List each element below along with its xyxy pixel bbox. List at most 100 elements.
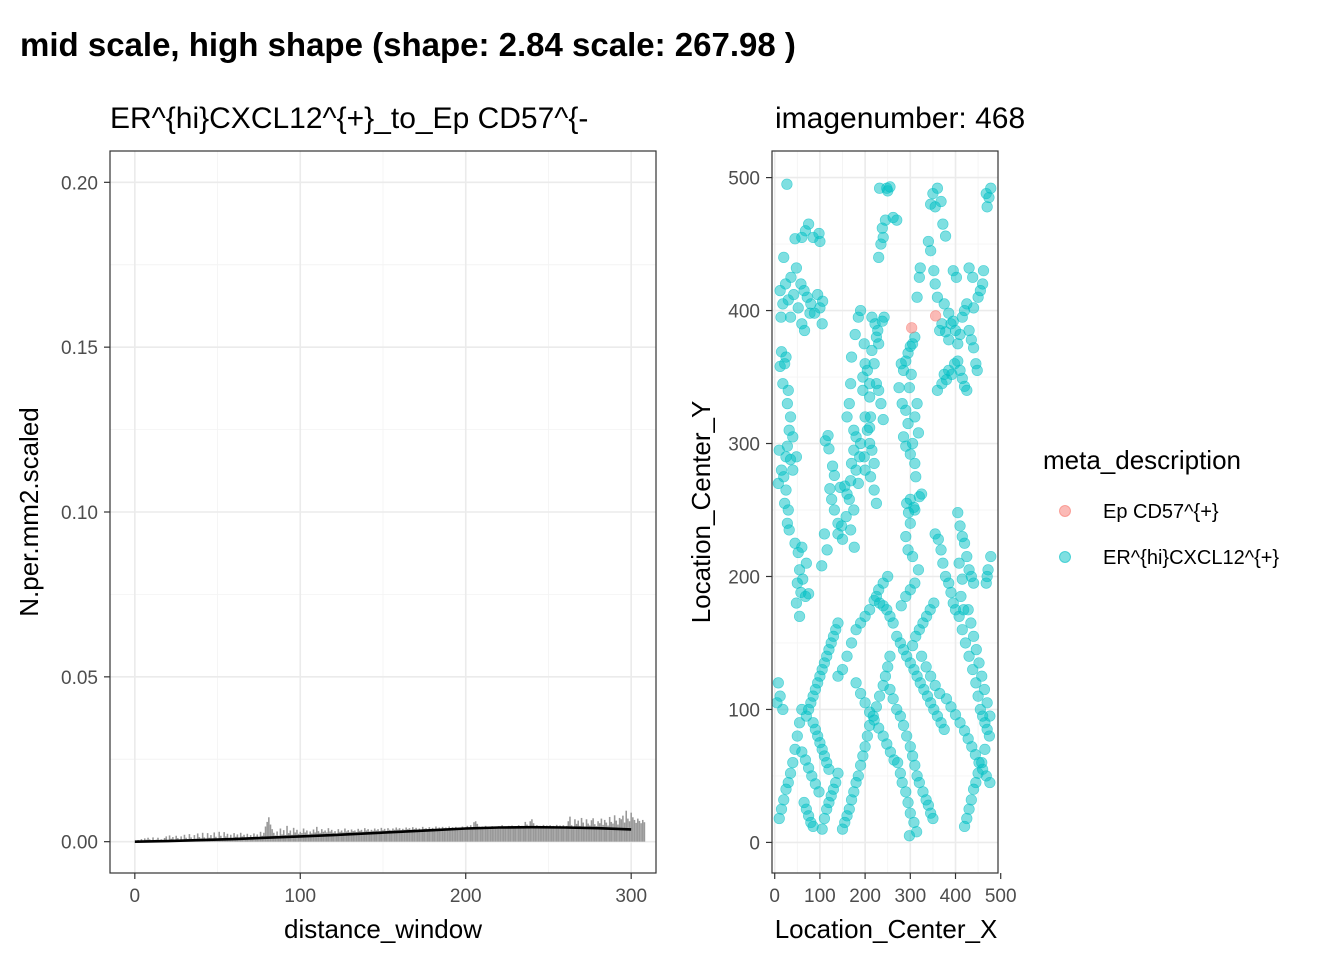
right-x-axis-ticks: 0 100 200 300 400 500 — [769, 873, 1017, 907]
bar — [385, 830, 388, 842]
scatter-point — [904, 448, 916, 460]
bar — [368, 831, 371, 842]
scatter-point — [864, 604, 876, 616]
bar — [440, 828, 442, 842]
bar — [550, 826, 553, 842]
scatter-point — [967, 630, 980, 642]
bar — [590, 820, 593, 842]
bar — [459, 828, 462, 842]
bar — [416, 829, 419, 842]
bar — [628, 821, 631, 842]
scatter-point — [873, 690, 886, 702]
scatter-point — [911, 398, 923, 410]
bar — [143, 838, 146, 842]
bar — [372, 830, 374, 842]
scatter-point — [861, 730, 873, 742]
bar — [279, 828, 282, 842]
bar — [474, 821, 477, 842]
scatter-point — [814, 235, 826, 248]
bar — [378, 831, 381, 842]
bar — [382, 830, 384, 842]
scatter-point — [956, 573, 968, 585]
bar — [461, 826, 464, 842]
bar — [610, 821, 613, 842]
bar — [157, 837, 159, 842]
bar — [428, 827, 431, 842]
right-x-tick-label: 0 — [769, 886, 780, 907]
scatter-point — [854, 451, 866, 463]
scatter-point — [816, 560, 828, 572]
bar — [549, 825, 551, 842]
scatter-point — [925, 670, 937, 682]
bar — [562, 825, 565, 842]
scatter-point — [909, 411, 921, 423]
scatter-point — [970, 644, 982, 656]
scatter-point — [928, 265, 940, 277]
scatter-point — [981, 201, 993, 213]
scatter-point — [864, 411, 877, 423]
scatter-point — [931, 384, 944, 396]
bar — [532, 823, 535, 842]
scatter-point — [931, 182, 944, 194]
scatter-point — [928, 597, 940, 609]
scatter-point — [911, 291, 923, 303]
bar — [307, 834, 310, 842]
bar — [517, 825, 520, 842]
scatter-point — [771, 697, 783, 709]
scatter-point — [891, 214, 903, 226]
scatter-point — [916, 650, 928, 662]
scatter-point — [796, 703, 808, 716]
scatter-point — [906, 640, 919, 652]
scatter-point — [788, 289, 800, 301]
scatter-point — [947, 265, 959, 277]
scatter-point — [848, 504, 860, 516]
left-x-tick-label: 300 — [615, 886, 647, 907]
left-bars — [135, 810, 646, 842]
scatter-point — [965, 794, 977, 806]
scatter-point — [841, 411, 853, 423]
bar — [486, 828, 489, 842]
bar — [438, 827, 441, 842]
legend: meta_description Ep CD57^{+} ER^{hi}CXCL… — [1043, 445, 1279, 569]
scatter-point — [961, 384, 973, 396]
bar — [342, 832, 345, 842]
scatter-point — [909, 577, 921, 589]
bar — [375, 830, 378, 842]
bar — [284, 835, 287, 842]
bar — [340, 830, 343, 842]
bar — [392, 828, 394, 842]
scatter-point — [900, 404, 912, 416]
left-x-tick-label: 0 — [130, 886, 141, 907]
bar — [592, 818, 594, 842]
scatter-point — [925, 245, 937, 257]
bar — [473, 822, 475, 842]
bar — [206, 833, 209, 842]
bar — [580, 817, 583, 842]
scatter-point — [859, 464, 871, 476]
scatter-point — [873, 338, 885, 350]
scatter-point — [963, 803, 975, 815]
scatter-point — [875, 398, 887, 410]
scatter-point — [792, 302, 804, 314]
scatter-point — [877, 231, 889, 244]
scatter-point — [793, 717, 806, 729]
right-x-tick-label: 100 — [804, 886, 836, 907]
right-x-tick-label: 500 — [985, 886, 1017, 907]
scatter-point — [822, 429, 834, 442]
bar — [625, 810, 628, 842]
right-x-tick-label: 400 — [940, 886, 972, 907]
bar — [522, 827, 525, 842]
scatter-point — [963, 262, 975, 274]
bar — [501, 825, 503, 842]
right-chart-title: imagenumber: 468 — [775, 102, 1025, 135]
right-y-tick-label: 200 — [728, 567, 760, 588]
bar — [542, 824, 545, 842]
right-y-tick-label: 0 — [749, 833, 760, 854]
bar — [640, 823, 642, 842]
bar — [593, 824, 596, 842]
scatter-point — [894, 710, 906, 722]
scatter-point — [854, 304, 867, 317]
scatter-point — [773, 812, 785, 825]
scatter-point — [943, 334, 955, 346]
